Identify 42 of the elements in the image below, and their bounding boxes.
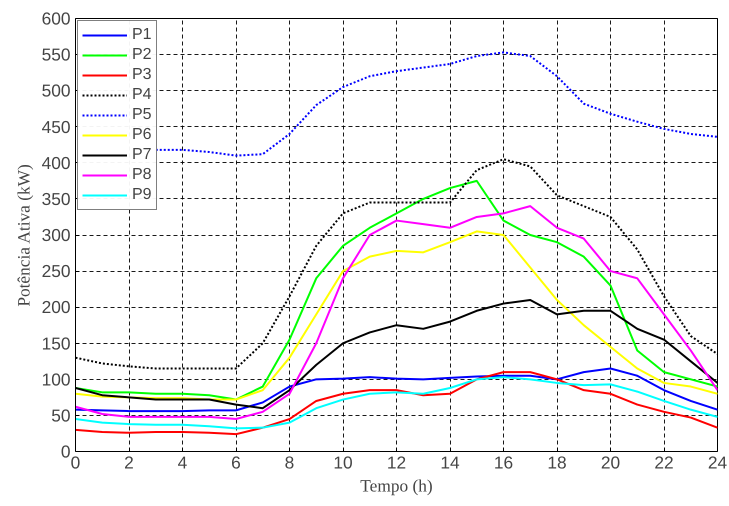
y-tick-label: 400 [42, 152, 71, 173]
y-tick-label: 150 [42, 333, 71, 354]
y-tick-label: 300 [42, 225, 71, 245]
y-tick-label: 600 [42, 8, 71, 28]
y-tick-label: 500 [42, 80, 71, 101]
line-series [76, 368, 718, 412]
line-series [76, 371, 718, 436]
y-tick-label: 250 [42, 261, 71, 282]
x-tick-label: 20 [600, 452, 620, 472]
line-series [76, 205, 718, 420]
x-tick-label: 16 [494, 452, 514, 472]
legend-label: P9 [132, 186, 152, 204]
x-tick-label: 18 [547, 452, 567, 472]
line-series [154, 51, 718, 157]
x-tick-label: 12 [386, 452, 406, 472]
legend-label: P4 [132, 86, 152, 104]
y-tick-label: 200 [42, 297, 71, 318]
legend-label: P6 [132, 126, 152, 144]
x-tick-label: 10 [333, 452, 353, 472]
x-tick-label: 22 [654, 452, 674, 472]
line-series [76, 376, 718, 430]
legend-label: P2 [132, 46, 152, 64]
y-axis-title: Potência Ativa (kW) [14, 164, 34, 307]
y-tick-label: 50 [51, 405, 71, 426]
legend-label: P7 [132, 146, 152, 164]
y-tick-label: 450 [42, 116, 71, 137]
line-series [76, 180, 718, 401]
x-tick-label: 14 [440, 452, 460, 472]
x-tick-label: 6 [231, 452, 241, 472]
y-tick-label: 100 [42, 369, 71, 390]
x-tick-label: 8 [284, 452, 294, 472]
x-axis-title: Tempo (h) [360, 476, 433, 496]
line-series [76, 230, 718, 401]
x-tick-label: 24 [708, 452, 728, 472]
y-tick-label: 550 [42, 44, 71, 65]
x-tick-label: 2 [124, 452, 134, 472]
legend-label: P8 [132, 166, 152, 184]
legend-label: P3 [132, 66, 152, 84]
legend-label: P5 [132, 106, 152, 124]
y-tick-label: 350 [42, 188, 71, 209]
legend-label: P1 [132, 26, 152, 44]
x-tick-label: 4 [178, 452, 188, 472]
